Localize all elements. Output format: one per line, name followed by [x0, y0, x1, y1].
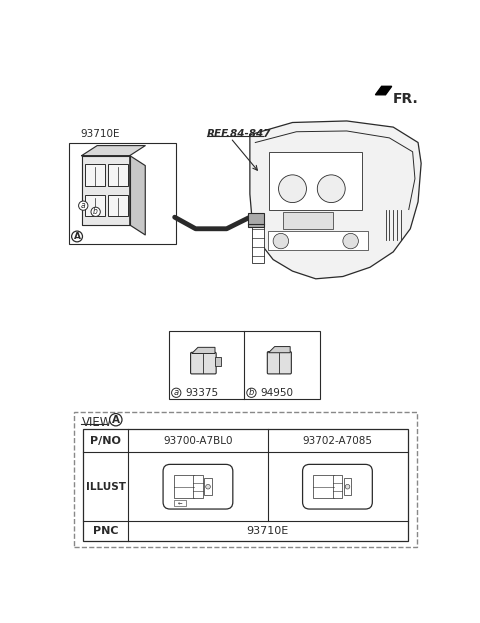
Polygon shape [192, 348, 215, 353]
Text: A: A [73, 232, 81, 241]
Circle shape [278, 175, 306, 202]
Circle shape [273, 234, 288, 249]
FancyBboxPatch shape [163, 464, 233, 509]
Bar [215, 356, 221, 366]
Circle shape [345, 485, 350, 489]
Text: 93710E: 93710E [81, 129, 120, 139]
Circle shape [109, 414, 122, 426]
Text: a: a [174, 388, 179, 397]
Bar [85, 164, 105, 186]
Text: A: A [112, 415, 120, 425]
Bar [174, 500, 186, 506]
FancyBboxPatch shape [191, 353, 216, 374]
Bar [83, 429, 408, 541]
Text: 93710E: 93710E [247, 526, 289, 536]
Bar [74, 412, 417, 547]
Text: 94950: 94950 [261, 388, 294, 397]
Bar [69, 143, 176, 244]
Polygon shape [268, 346, 290, 353]
Text: 93702-A7085: 93702-A7085 [302, 435, 372, 445]
Polygon shape [375, 87, 392, 95]
Polygon shape [82, 146, 145, 156]
Text: REF.84-847: REF.84-847 [207, 129, 272, 139]
Bar [268, 231, 369, 250]
Circle shape [247, 388, 256, 397]
Polygon shape [130, 156, 145, 235]
Text: ILLUST: ILLUST [86, 482, 126, 492]
Text: b: b [249, 388, 254, 397]
Bar [333, 475, 342, 498]
Bar [193, 475, 203, 498]
Circle shape [91, 207, 100, 216]
Polygon shape [250, 121, 421, 279]
Text: P/NO: P/NO [90, 435, 121, 445]
FancyBboxPatch shape [267, 351, 291, 374]
Bar [108, 195, 128, 216]
Text: 93700-A7BL0: 93700-A7BL0 [163, 435, 233, 445]
Bar [313, 475, 334, 498]
FancyBboxPatch shape [302, 464, 372, 509]
Bar [252, 221, 264, 264]
Bar [344, 478, 351, 495]
Circle shape [172, 388, 181, 397]
Bar [174, 475, 194, 498]
Text: FR.: FR. [392, 92, 418, 106]
Bar [85, 195, 105, 216]
Text: b: b [93, 207, 98, 216]
Circle shape [72, 231, 83, 242]
Bar [269, 152, 362, 209]
Bar [283, 212, 333, 229]
Text: a: a [81, 201, 85, 210]
Text: ←: ← [178, 500, 182, 505]
Circle shape [343, 234, 359, 249]
Circle shape [206, 485, 210, 489]
Text: 93375: 93375 [186, 388, 219, 397]
Text: VIEW: VIEW [82, 416, 112, 429]
Bar [248, 213, 264, 227]
Bar [204, 478, 212, 495]
Bar [168, 331, 320, 399]
Text: PNC: PNC [93, 526, 119, 536]
Circle shape [317, 175, 345, 202]
Bar [108, 164, 128, 186]
Polygon shape [82, 156, 130, 225]
Circle shape [79, 201, 88, 211]
